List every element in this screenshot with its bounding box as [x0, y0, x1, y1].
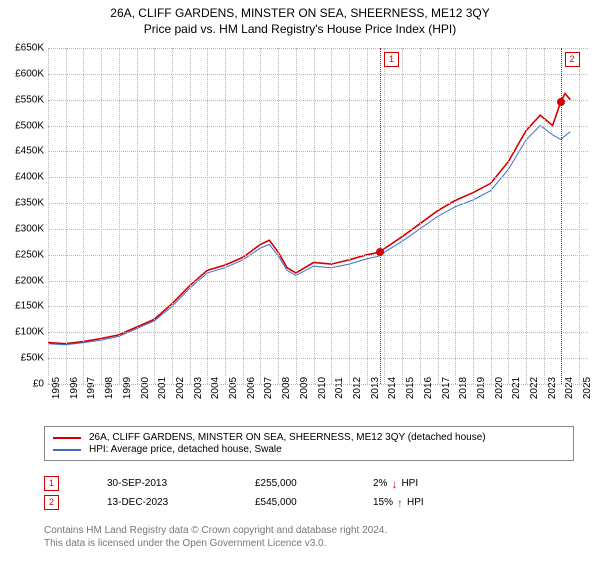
transaction-marker: 1	[44, 476, 59, 491]
gridline-h	[48, 74, 588, 75]
gridline-h	[48, 203, 588, 204]
gridline-v	[455, 48, 456, 384]
gridline-v	[544, 48, 545, 384]
event-dot	[557, 98, 565, 106]
pct-vs-label: HPI	[407, 497, 424, 508]
legend-item: 26A, CLIFF GARDENS, MINSTER ON SEA, SHEE…	[53, 432, 565, 443]
legend-label: HPI: Average price, detached house, Swal…	[89, 444, 282, 455]
y-tick-label: £350K	[4, 198, 44, 209]
chart-container: 26A, CLIFF GARDENS, MINSTER ON SEA, SHEE…	[0, 6, 600, 566]
gridline-v	[243, 48, 244, 384]
transaction-pct: 15% ↑ HPI	[373, 497, 483, 509]
gridline-h	[48, 384, 588, 385]
transaction-marker: 2	[44, 495, 59, 510]
y-tick-label: £500K	[4, 120, 44, 131]
gridline-v	[384, 48, 385, 384]
gridline-v	[83, 48, 84, 384]
gridline-v	[101, 48, 102, 384]
transaction-price: £545,000	[255, 497, 325, 508]
gridline-v	[225, 48, 226, 384]
gridline-v	[508, 48, 509, 384]
gridline-h	[48, 306, 588, 307]
gridline-v	[331, 48, 332, 384]
y-tick-label: £300K	[4, 223, 44, 234]
legend: 26A, CLIFF GARDENS, MINSTER ON SEA, SHEE…	[44, 426, 574, 461]
gridline-v	[367, 48, 368, 384]
gridline-h	[48, 281, 588, 282]
gridline-v	[402, 48, 403, 384]
transaction-pct: 2% ↓ HPI	[373, 478, 483, 490]
gridline-v	[207, 48, 208, 384]
y-tick-label: £550K	[4, 94, 44, 105]
series-hpi	[48, 126, 570, 345]
gridline-v	[438, 48, 439, 384]
gridline-v	[491, 48, 492, 384]
gridline-v	[260, 48, 261, 384]
gridline-h	[48, 358, 588, 359]
plot-area: 12	[48, 48, 588, 384]
y-tick-label: £600K	[4, 68, 44, 79]
line-series	[48, 48, 588, 384]
legend-swatch	[53, 449, 81, 451]
gridline-v	[579, 48, 580, 384]
gridline-v	[137, 48, 138, 384]
gridline-v	[66, 48, 67, 384]
chart-subtitle: Price paid vs. HM Land Registry's House …	[0, 22, 600, 36]
transaction-date: 13-DEC-2023	[107, 497, 207, 508]
y-tick-label: £200K	[4, 275, 44, 286]
transaction-row: 1 30-SEP-2013 £255,000 2% ↓ HPI	[44, 476, 483, 491]
gridline-v	[526, 48, 527, 384]
pct-vs-label: HPI	[401, 478, 418, 489]
gridline-h	[48, 177, 588, 178]
gridline-v	[172, 48, 173, 384]
gridline-v	[119, 48, 120, 384]
gridline-h	[48, 48, 588, 49]
arrow-up-icon: ↑	[397, 497, 403, 509]
arrow-down-icon: ↓	[391, 478, 397, 490]
gridline-v	[349, 48, 350, 384]
event-vline	[380, 48, 381, 384]
event-dot	[376, 248, 384, 256]
transaction-row: 2 13-DEC-2023 £545,000 15% ↑ HPI	[44, 495, 483, 510]
y-tick-label: £450K	[4, 146, 44, 157]
gridline-v	[190, 48, 191, 384]
gridline-h	[48, 255, 588, 256]
y-tick-label: £50K	[4, 353, 44, 364]
legend-item: HPI: Average price, detached house, Swal…	[53, 444, 565, 455]
legend-swatch	[53, 437, 81, 439]
gridline-h	[48, 100, 588, 101]
gridline-h	[48, 332, 588, 333]
y-tick-label: £400K	[4, 172, 44, 183]
pct-value: 2%	[373, 478, 387, 489]
transactions-table: 1 30-SEP-2013 £255,000 2% ↓ HPI 2 13-DEC-2023 £5…	[44, 472, 483, 514]
footer-line-1: Contains HM Land Registry data © Crown c…	[44, 524, 387, 537]
transaction-date: 30-SEP-2013	[107, 478, 207, 489]
gridline-v	[314, 48, 315, 384]
y-tick-label: £150K	[4, 301, 44, 312]
gridline-h	[48, 229, 588, 230]
gridline-v	[296, 48, 297, 384]
chart-title: 26A, CLIFF GARDENS, MINSTER ON SEA, SHEE…	[0, 6, 600, 20]
gridline-v	[420, 48, 421, 384]
chart-area: £0 £50K £100K £150K £200K £250K £300K £350K £400…	[0, 48, 600, 418]
footer-attribution: Contains HM Land Registry data © Crown c…	[44, 524, 387, 550]
pct-value: 15%	[373, 497, 393, 508]
y-tick-label: £650K	[4, 43, 44, 54]
legend-label: 26A, CLIFF GARDENS, MINSTER ON SEA, SHEE…	[89, 432, 486, 443]
event-marker-box: 2	[565, 52, 580, 67]
y-tick-label: £0	[4, 379, 44, 390]
gridline-v	[473, 48, 474, 384]
footer-line-2: This data is licensed under the Open Gov…	[44, 537, 387, 550]
event-marker-box: 1	[384, 52, 399, 67]
gridline-v	[154, 48, 155, 384]
y-tick-label: £100K	[4, 327, 44, 338]
gridline-v	[278, 48, 279, 384]
gridline-h	[48, 126, 588, 127]
y-tick-label: £250K	[4, 249, 44, 260]
gridline-v	[48, 48, 49, 384]
transaction-price: £255,000	[255, 478, 325, 489]
gridline-h	[48, 151, 588, 152]
